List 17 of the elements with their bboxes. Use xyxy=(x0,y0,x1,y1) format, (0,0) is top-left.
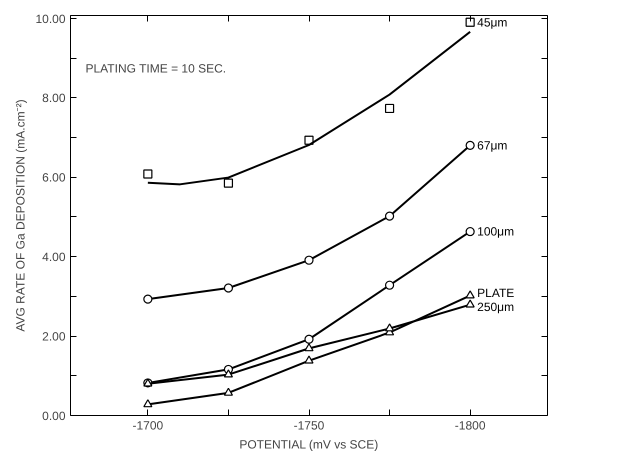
y-tick-label: 4.00 xyxy=(42,250,66,264)
series-label: PLATE xyxy=(477,286,514,300)
series-label: 100μm xyxy=(477,224,514,239)
y-tick-label: 2.00 xyxy=(42,330,66,344)
y-axis-title: AVG RATE OF Ga DEPOSITION (mA.cm⁻²) xyxy=(13,99,28,332)
x-tick-label: -1750 xyxy=(294,418,325,432)
annotation: PLATING TIME = 10 SEC. xyxy=(86,62,226,76)
legend-label: 45μm xyxy=(477,15,508,30)
series-label: 67μm xyxy=(477,138,508,152)
x-axis-title: POTENTIAL (mV vs SCE) xyxy=(239,438,378,452)
y-tick-label: 10.00 xyxy=(35,12,66,26)
x-tick-label: -1800 xyxy=(454,418,486,432)
y-tick-label: 6.00 xyxy=(42,170,66,185)
series-label: 250μm xyxy=(477,300,514,314)
y-tick-label: 0.00 xyxy=(42,409,66,423)
x-tick-label: -1700 xyxy=(132,418,164,432)
y-tick-label: 8.00 xyxy=(42,91,66,106)
